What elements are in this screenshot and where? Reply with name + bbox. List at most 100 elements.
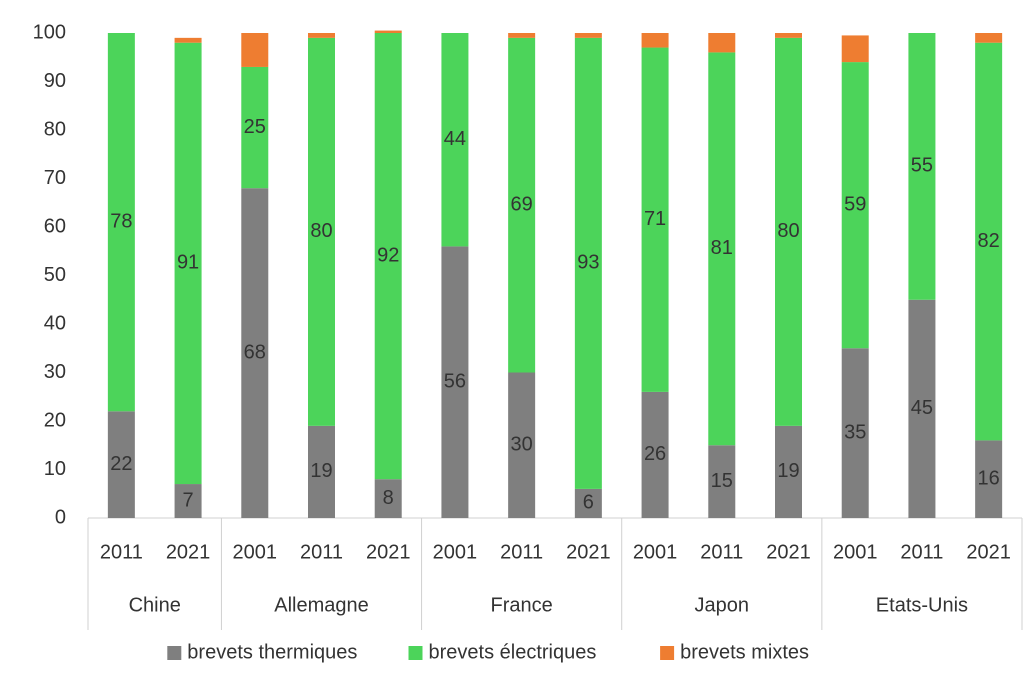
x-tick-label: 2011 [300,541,343,563]
data-label: 80 [310,220,332,242]
bar-segment [174,484,202,518]
bar-segment [708,52,736,446]
group-label: France [491,594,553,616]
group-label: Etats-Unis [876,594,968,616]
y-tick-label: 60 [44,215,66,237]
bar-segment [975,42,1003,441]
data-label: 44 [444,128,466,150]
data-label: 81 [711,237,733,259]
data-label: 69 [511,193,533,215]
legend-swatch [660,646,675,660]
x-tick-label: 2021 [366,541,411,563]
data-label: 80 [777,220,799,242]
x-tick-label: 2011 [700,541,743,563]
bar-segment [241,188,269,518]
bar-segment [508,33,536,38]
bar-segment [841,62,869,349]
bar-segment [841,35,869,63]
legend-label: brevets thermiques [187,641,357,663]
y-tick-label: 40 [44,312,66,334]
data-label: 56 [444,370,466,392]
bar-segment [374,33,402,480]
data-label: 35 [844,421,866,443]
y-tick-label: 20 [44,409,66,431]
bar-segment [308,33,335,38]
data-label: 68 [244,341,266,363]
x-tick-label: 2011 [900,541,943,563]
bar-segment [374,30,402,33]
group-label: Chine [129,594,181,616]
bar-segment [908,33,936,300]
bar-segment [374,479,402,518]
x-tick-label: 2001 [433,541,478,563]
y-tick-label: 0 [55,506,66,528]
data-label: 26 [644,443,666,465]
group-label: Japon [695,594,750,616]
bar-segment [174,37,202,43]
data-label: 92 [377,244,399,266]
bar-segment [975,33,1003,43]
data-label: 19 [310,460,332,482]
y-tick-label: 50 [44,264,66,286]
x-tick-label: 2021 [766,541,811,563]
data-label: 8 [383,487,394,509]
y-tick-label: 30 [44,361,66,383]
legend-swatch [167,646,182,660]
y-tick-label: 100 [33,21,66,43]
data-label: 71 [644,208,666,230]
bar-segment [641,47,669,392]
y-tick-label: 90 [44,70,66,92]
data-label: 55 [911,155,933,177]
bar-segment [775,33,802,38]
bar-segment [308,37,335,426]
bar-segment [508,37,536,373]
bar-segment [107,411,135,518]
bar-segment [841,348,869,518]
data-label: 91 [177,252,199,274]
bar-segment [975,440,1003,518]
bar-segment [641,33,669,48]
x-tick-label: 2021 [166,541,211,563]
bar-segment [908,299,936,518]
x-tick-label: 2011 [100,541,143,563]
x-tick-label: 2021 [966,541,1011,563]
x-tick-label: 2021 [566,541,611,563]
data-label: 7 [183,489,194,511]
bar-segment [308,425,335,518]
x-tick-label: 2011 [500,541,543,563]
bar-segment [775,37,802,426]
data-label: 16 [978,467,1000,489]
bar-segment [574,37,602,489]
bar-segment [574,33,602,38]
data-label: 19 [777,460,799,482]
legend-label: brevets électriques [429,641,597,663]
group-label: Allemagne [274,594,369,616]
legend-label: brevets mixtes [680,641,809,663]
data-label: 93 [577,252,599,274]
x-tick-label: 2001 [833,541,878,563]
bar-segment [574,488,602,518]
bar-segment [508,372,536,518]
data-label: 59 [844,193,866,215]
bar-segment [708,445,736,518]
data-label: 25 [244,116,266,138]
bar-segment [174,42,202,485]
x-tick-label: 2001 [233,541,278,563]
bar-segment [441,33,469,247]
x-tick-label: 2001 [633,541,678,563]
bar-segment [241,66,269,189]
y-tick-label: 80 [44,118,66,140]
data-label: 82 [978,230,1000,252]
data-label: 45 [911,397,933,419]
bar-segment [775,425,802,518]
data-label: 30 [511,434,533,456]
data-label: 22 [110,453,132,475]
bar-segment [441,246,469,518]
bar-segment [107,33,135,412]
y-tick-label: 10 [44,458,66,480]
bar-segment [241,33,269,67]
bar-segment [641,391,669,518]
data-label: 15 [711,470,733,492]
y-tick-label: 70 [44,167,66,189]
